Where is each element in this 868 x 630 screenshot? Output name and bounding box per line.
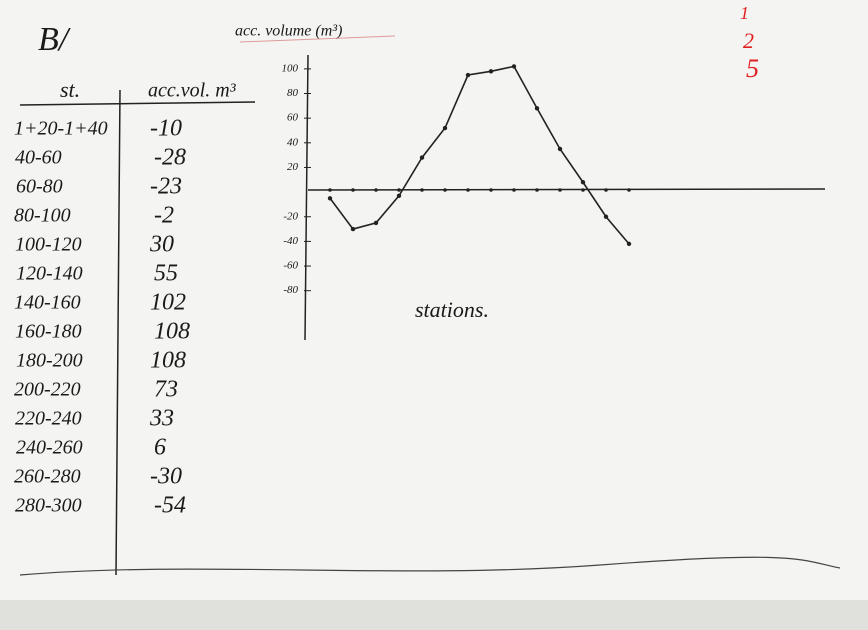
- y-tick-label: -80: [283, 284, 298, 296]
- station-dot: [558, 188, 562, 192]
- point: [420, 155, 424, 159]
- station-cell: 180-200: [16, 350, 83, 372]
- station-cell: 60-80: [16, 176, 63, 198]
- point: [604, 215, 608, 219]
- station-dot: [512, 188, 516, 192]
- volume-cell: 108: [154, 319, 190, 345]
- station-cell: 200-220: [14, 379, 81, 401]
- volume-cell: 6: [154, 435, 166, 461]
- point: [328, 196, 332, 200]
- station-cell: 240-260: [16, 437, 83, 459]
- station-dot: [535, 188, 539, 192]
- station-cell: 120-140: [16, 263, 83, 285]
- y-tick-label: 60: [287, 112, 299, 124]
- station-dot: [489, 188, 493, 192]
- station-cell: 220-240: [15, 408, 82, 430]
- station-cell: 140-160: [14, 292, 81, 314]
- y-tick-label: 80: [287, 87, 299, 99]
- x-axis-label: stations.: [415, 297, 489, 322]
- station-dot: [627, 188, 631, 192]
- station-dot: [374, 188, 378, 192]
- point: [443, 126, 447, 130]
- station-dot: [351, 188, 355, 192]
- volume-cell: -2: [154, 203, 174, 229]
- station-cell: 160-180: [15, 321, 82, 343]
- point: [535, 106, 539, 110]
- point: [627, 242, 631, 246]
- y-tick-label: -60: [283, 260, 298, 272]
- point: [466, 73, 470, 77]
- volume-cell: 55: [154, 261, 178, 287]
- station-dot: [443, 188, 447, 192]
- point: [581, 180, 585, 184]
- volume-cell: -54: [154, 493, 186, 519]
- station-dot: [466, 188, 470, 192]
- station-cell: 40-60: [15, 147, 62, 169]
- station-dot: [397, 188, 401, 192]
- station-cell: 1+20-1+40: [14, 118, 108, 140]
- volume-cell: 102: [150, 290, 186, 316]
- station-cell: 100-120: [15, 234, 82, 256]
- y-tick-label: 40: [287, 136, 299, 148]
- volume-cell: 30: [149, 232, 174, 258]
- volume-cell: 73: [154, 377, 178, 403]
- y-tick-label: -40: [283, 235, 298, 247]
- red-note: 5: [746, 54, 759, 83]
- point: [558, 147, 562, 151]
- column-header: acc.vol. m³: [148, 80, 237, 102]
- station-dot: [604, 188, 608, 192]
- volume-cell: 33: [149, 406, 174, 432]
- y-tick-label: 100: [282, 62, 299, 74]
- point: [489, 69, 493, 73]
- x-axis: [308, 189, 825, 190]
- page: {"header": {"title": "B/"}, "table": {"c…: [0, 0, 868, 630]
- volume-cell: -10: [150, 116, 182, 142]
- station-cell: 260-280: [14, 466, 81, 488]
- paper-edge: [0, 600, 868, 630]
- station-cell: 280-300: [15, 495, 82, 517]
- station-dot: [420, 188, 424, 192]
- volume-cell: -30: [150, 464, 182, 490]
- page-title: B/: [38, 21, 72, 58]
- volume-cell: -28: [154, 145, 186, 171]
- column-header: st.: [60, 77, 80, 102]
- volume-cell: -23: [150, 174, 182, 200]
- point: [374, 221, 378, 225]
- red-note: 1: [740, 3, 749, 23]
- point: [351, 227, 355, 231]
- volume-cell: 108: [150, 348, 186, 374]
- chart-title: acc. volume (m³): [235, 23, 342, 40]
- paper-photo: B/ st. acc.vol. m³ acc. volume (m³) stat…: [0, 0, 868, 630]
- station-cell: 80-100: [14, 205, 71, 227]
- point: [512, 64, 516, 68]
- red-note: 2: [743, 28, 754, 53]
- station-dot: [328, 188, 332, 192]
- y-tick-label: 20: [287, 161, 299, 173]
- station-dot: [581, 188, 585, 192]
- y-tick-label: -20: [283, 210, 298, 222]
- point: [397, 194, 401, 198]
